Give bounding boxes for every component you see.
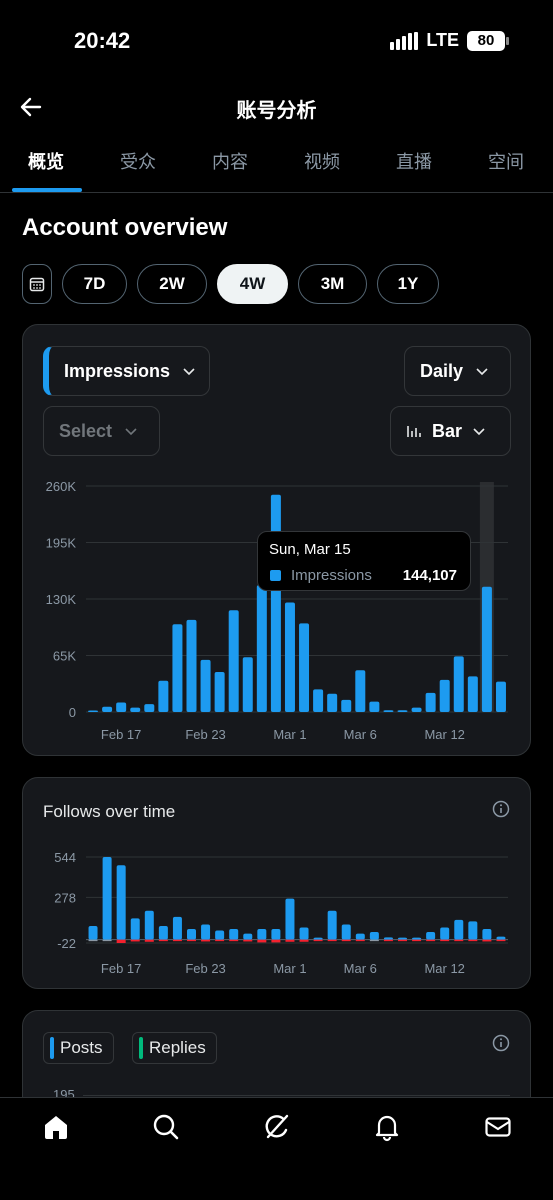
- calendar-icon: [29, 277, 45, 292]
- tooltip-series-swatch: [270, 570, 281, 581]
- range-selector: 7D 2W 4W 3M 1Y: [22, 264, 439, 304]
- header: 账号分析: [0, 80, 553, 132]
- follows-card: Follows over time: [22, 777, 531, 989]
- compare-dropdown[interactable]: Select: [43, 406, 160, 456]
- interval-dropdown-label: Daily: [420, 360, 464, 381]
- status-time: 20:42: [74, 28, 131, 53]
- status-indicators: LTE 80: [390, 30, 509, 51]
- section-title: Account overview: [22, 214, 228, 241]
- tab-spaces[interactable]: 空间: [488, 152, 524, 172]
- page-title: 账号分析: [236, 100, 317, 122]
- compare-dropdown-label: Select: [59, 420, 113, 441]
- metric-dropdown-label: Impressions: [64, 360, 171, 381]
- interval-dropdown[interactable]: Daily: [404, 346, 511, 396]
- range-7d[interactable]: 7D: [62, 264, 127, 304]
- posts-chip-swatch: [50, 1037, 54, 1059]
- tooltip-value: 144,107: [402, 567, 457, 584]
- chevron-down-icon: [125, 428, 137, 436]
- bar-chart-icon: [407, 426, 421, 437]
- range-4w[interactable]: 4W: [217, 264, 288, 304]
- replies-chip-label: Replies: [149, 1038, 206, 1057]
- chevron-down-icon: [476, 368, 488, 376]
- range-2w[interactable]: 2W: [137, 264, 207, 304]
- replies-chip-swatch: [139, 1037, 143, 1059]
- calendar-button[interactable]: [22, 264, 52, 304]
- chart-type-dropdown[interactable]: Bar: [390, 406, 511, 456]
- info-icon[interactable]: [492, 1034, 510, 1052]
- metric-dropdown[interactable]: Impressions: [43, 346, 210, 396]
- mail-icon[interactable]: [483, 1112, 513, 1142]
- chevron-down-icon: [473, 428, 485, 436]
- status-bar: 20:42 LTE 80: [0, 0, 553, 80]
- tab-video[interactable]: 视频: [304, 152, 340, 172]
- tab-bar: 概览 受众 内容 视频 直播 空间: [0, 135, 553, 193]
- posts-gridline: [83, 1095, 510, 1096]
- info-icon[interactable]: [492, 800, 510, 818]
- tab-content[interactable]: 内容: [212, 152, 248, 172]
- tooltip-series-name: Impressions: [291, 567, 372, 584]
- grok-icon[interactable]: [261, 1112, 291, 1142]
- posts-chip-label: Posts: [60, 1038, 103, 1057]
- tab-audience[interactable]: 受众: [120, 152, 156, 172]
- signal-icon: [390, 31, 419, 50]
- home-icon[interactable]: [41, 1112, 71, 1142]
- range-3m[interactable]: 3M: [298, 264, 367, 304]
- battery-icon: 80: [467, 30, 509, 51]
- tab-live[interactable]: 直播: [396, 152, 432, 172]
- bell-icon[interactable]: [372, 1112, 402, 1142]
- tooltip-date: Sun, Mar 15: [269, 541, 351, 558]
- range-1y[interactable]: 1Y: [377, 264, 439, 304]
- replies-chip[interactable]: Replies: [132, 1032, 217, 1064]
- chevron-down-icon: [183, 368, 195, 376]
- chart-type-dropdown-label: Bar: [432, 420, 463, 441]
- bottom-nav: [0, 1097, 553, 1200]
- chart-tooltip: Sun, Mar 15 Impressions 144,107: [257, 531, 471, 591]
- back-button[interactable]: [14, 90, 48, 124]
- network-label: LTE: [426, 30, 459, 50]
- arrow-left-icon: [20, 97, 42, 117]
- tab-overview[interactable]: 概览: [0, 135, 92, 192]
- posts-chip[interactable]: Posts: [43, 1032, 114, 1064]
- search-icon[interactable]: [151, 1112, 181, 1142]
- follows-card-title: Follows over time: [43, 802, 176, 821]
